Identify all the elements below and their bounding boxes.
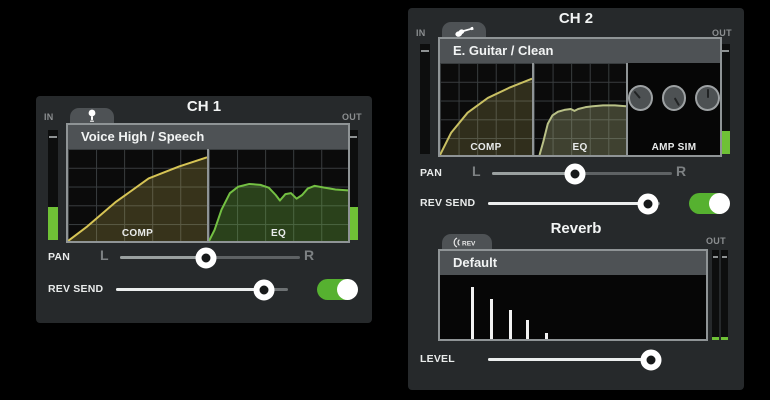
channel-2-title: CH 2 <box>558 10 594 27</box>
impulse-bar <box>526 320 530 339</box>
ch2-amp-sim-graph[interactable]: AMP SIM <box>628 63 720 155</box>
ch2-eq-label: EQ <box>572 142 588 153</box>
ch2-rev-send-track <box>488 202 660 205</box>
ch2-pan-knob[interactable] <box>564 163 586 184</box>
ch2-pan-slider[interactable] <box>492 163 672 184</box>
amp-sim-knob-2[interactable] <box>661 85 687 111</box>
ch2-pan-left-label: L <box>472 163 481 179</box>
svg-text:REV: REV <box>462 240 476 247</box>
ch2-amp-sim-label: AMP SIM <box>651 142 697 153</box>
ch2-out-label: OUT <box>712 28 732 38</box>
amp-sim-knob-1[interactable] <box>628 85 653 111</box>
ch1-comp-curve <box>68 149 207 241</box>
ch1-rev-send-slider[interactable] <box>116 279 288 300</box>
ch1-rev-send-fill <box>116 288 264 291</box>
ch1-out-label: OUT <box>342 112 362 122</box>
reverb-output-meter-right <box>721 250 728 340</box>
ch1-rev-send-toggle[interactable] <box>317 279 358 300</box>
ch2-rev-send-label: REV SEND <box>420 197 476 209</box>
electric-guitar-icon <box>455 26 474 37</box>
ch1-preset-name: Voice High / Speech <box>68 125 348 149</box>
ch2-rev-send-toggle-dot <box>709 193 730 214</box>
impulse-bar <box>509 309 513 339</box>
knob-pointer <box>673 97 680 107</box>
reverb-level-slider[interactable] <box>488 349 662 370</box>
reverb-level-fill <box>488 358 652 361</box>
channel-1-title: CH 1 <box>186 98 222 115</box>
ch2-pan-right-label: R <box>676 163 687 179</box>
ch1-rev-send-track <box>116 288 288 291</box>
reverb-impulse-bars <box>440 275 706 339</box>
channel-2-and-reverb-panel: CH 2 IN OUT E. Guitar / Clean <box>408 8 744 390</box>
amp-sim-knobs <box>628 85 720 111</box>
reverb-level-knob[interactable] <box>640 349 662 370</box>
ch1-output-meter-fill <box>348 207 358 240</box>
channel-1-panel: CH 1 IN OUT Voice High / Speech COMP <box>36 96 372 323</box>
knob-pointer <box>706 89 709 98</box>
ch1-pan-right-label: R <box>304 247 315 263</box>
ch2-pan-fill <box>492 172 575 175</box>
impulse-bar <box>544 332 548 339</box>
ch2-graphs: COMP EQ <box>440 63 720 155</box>
knob-pointer <box>633 90 642 99</box>
ch1-eq-label: EQ <box>270 228 287 239</box>
reverb-level-track <box>488 358 660 361</box>
ch2-preset-name: E. Guitar / Clean <box>440 39 720 63</box>
reverb-output-meter-right-fill <box>721 337 728 340</box>
microphone-icon <box>88 109 96 122</box>
reverb-level-label: LEVEL <box>420 353 455 365</box>
ch2-comp-curve <box>440 63 532 155</box>
ch1-eq-curve <box>209 149 348 241</box>
ch1-pan-slider[interactable] <box>120 247 300 268</box>
reverb-card[interactable]: Default <box>438 249 708 341</box>
ch2-eq-curve <box>534 63 626 155</box>
ch1-rev-send-label: REV SEND <box>48 283 104 295</box>
ch2-source-tab[interactable] <box>442 22 486 38</box>
impulse-bar <box>489 298 493 339</box>
ch2-pan-label: PAN <box>420 167 442 179</box>
ch2-output-meter-fill <box>720 130 730 154</box>
reverb-preset-name: Default <box>440 251 706 275</box>
ch1-pan-fill <box>120 256 207 259</box>
reverb-impulse-graph[interactable] <box>440 275 706 339</box>
ch1-pan-left-label: L <box>100 247 109 263</box>
reverb-icon: REV <box>453 236 476 248</box>
amp-sim-knob-3[interactable] <box>695 85 720 111</box>
ch1-processing-card[interactable]: Voice High / Speech COMP EQ <box>66 123 350 243</box>
reverb-title: Reverb <box>550 220 602 237</box>
ch1-source-tab[interactable] <box>70 108 114 124</box>
ch2-rev-send-knob[interactable] <box>637 193 659 214</box>
ch2-eq-graph[interactable]: EQ <box>534 63 626 155</box>
ch1-input-meter-fill <box>48 207 58 240</box>
ch2-in-label: IN <box>416 28 426 38</box>
ch2-rev-send-toggle[interactable] <box>689 193 730 214</box>
ch2-processing-card[interactable]: E. Guitar / Clean COMP EQ <box>438 37 722 157</box>
ch1-in-label: IN <box>44 112 54 122</box>
ch2-rev-send-slider[interactable] <box>488 193 660 214</box>
ch1-pan-knob[interactable] <box>195 247 217 268</box>
ch1-output-meter <box>348 130 358 240</box>
reverb-output-meter-left-fill <box>712 337 719 340</box>
ch1-pan-label: PAN <box>48 251 70 263</box>
ch2-rev-send-fill <box>488 202 648 205</box>
reverb-output-meter-left <box>712 250 719 340</box>
ch1-comp-label: COMP <box>121 228 154 239</box>
ch2-comp-graph[interactable]: COMP <box>440 63 532 155</box>
ch2-input-meter <box>420 44 430 154</box>
ch1-comp-graph[interactable]: COMP <box>68 149 207 241</box>
ch1-input-meter <box>48 130 58 240</box>
reverb-out-label: OUT <box>706 236 726 246</box>
ch1-rev-send-toggle-dot <box>337 279 358 300</box>
ch1-eq-graph[interactable]: EQ <box>209 149 348 241</box>
ch2-comp-label: COMP <box>470 142 502 153</box>
reverb-source-tab[interactable]: REV <box>442 234 492 250</box>
impulse-bar <box>470 286 474 339</box>
ch2-output-meter <box>720 44 730 154</box>
ch1-graphs: COMP EQ <box>68 149 348 241</box>
ch1-rev-send-knob[interactable] <box>253 279 275 300</box>
